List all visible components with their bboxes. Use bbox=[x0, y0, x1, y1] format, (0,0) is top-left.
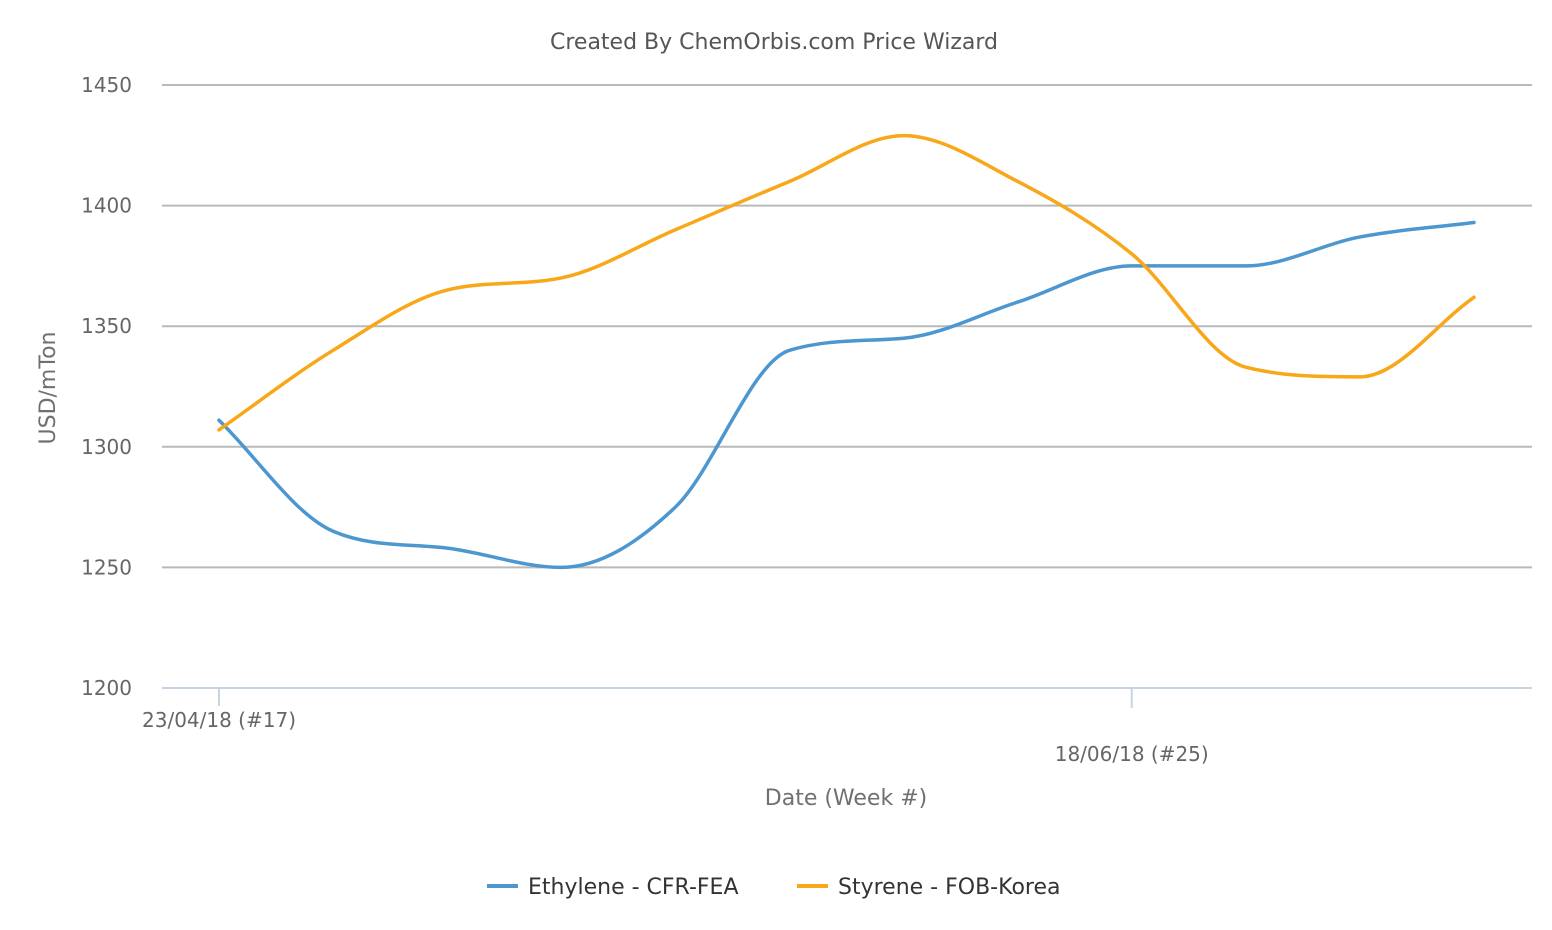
series-lines bbox=[217, 133, 1476, 570]
series-line-ethylene[interactable] bbox=[217, 220, 1476, 570]
legend-item-styrene[interactable]: Styrene - FOB-Korea bbox=[797, 875, 1060, 900]
x-tick-label: 18/06/18 (#25) bbox=[1055, 742, 1209, 766]
legend-item-ethylene[interactable]: Ethylene - CFR-FEA bbox=[487, 875, 739, 900]
y-tick-label: 1400 bbox=[81, 194, 132, 218]
legend: Ethylene - CFR-FEA Styrene - FOB-Korea bbox=[487, 875, 1060, 900]
legend-label: Styrene - FOB-Korea bbox=[838, 875, 1060, 900]
y-tick-label: 1300 bbox=[81, 435, 132, 459]
y-axis-title: USD/mTon bbox=[36, 332, 61, 445]
y-tick-label: 1450 bbox=[81, 73, 132, 97]
chart-title: Created By ChemOrbis.com Price Wizard bbox=[550, 30, 998, 55]
x-axis-ticks: 23/04/18 (#17) 18/06/18 (#25) bbox=[142, 688, 1209, 766]
x-axis-title: Date (Week #) bbox=[765, 786, 927, 811]
legend-label: Ethylene - CFR-FEA bbox=[528, 875, 739, 900]
grid-lines bbox=[162, 84, 1532, 689]
x-tick-label: 23/04/18 (#17) bbox=[142, 708, 296, 732]
y-tick-label: 1250 bbox=[81, 555, 132, 579]
series-line-styrene[interactable] bbox=[217, 133, 1476, 432]
y-tick-label: 1350 bbox=[81, 314, 132, 338]
y-axis-ticks: 1200 1250 1300 1350 1400 1450 bbox=[81, 73, 132, 700]
y-tick-label: 1200 bbox=[81, 676, 132, 700]
